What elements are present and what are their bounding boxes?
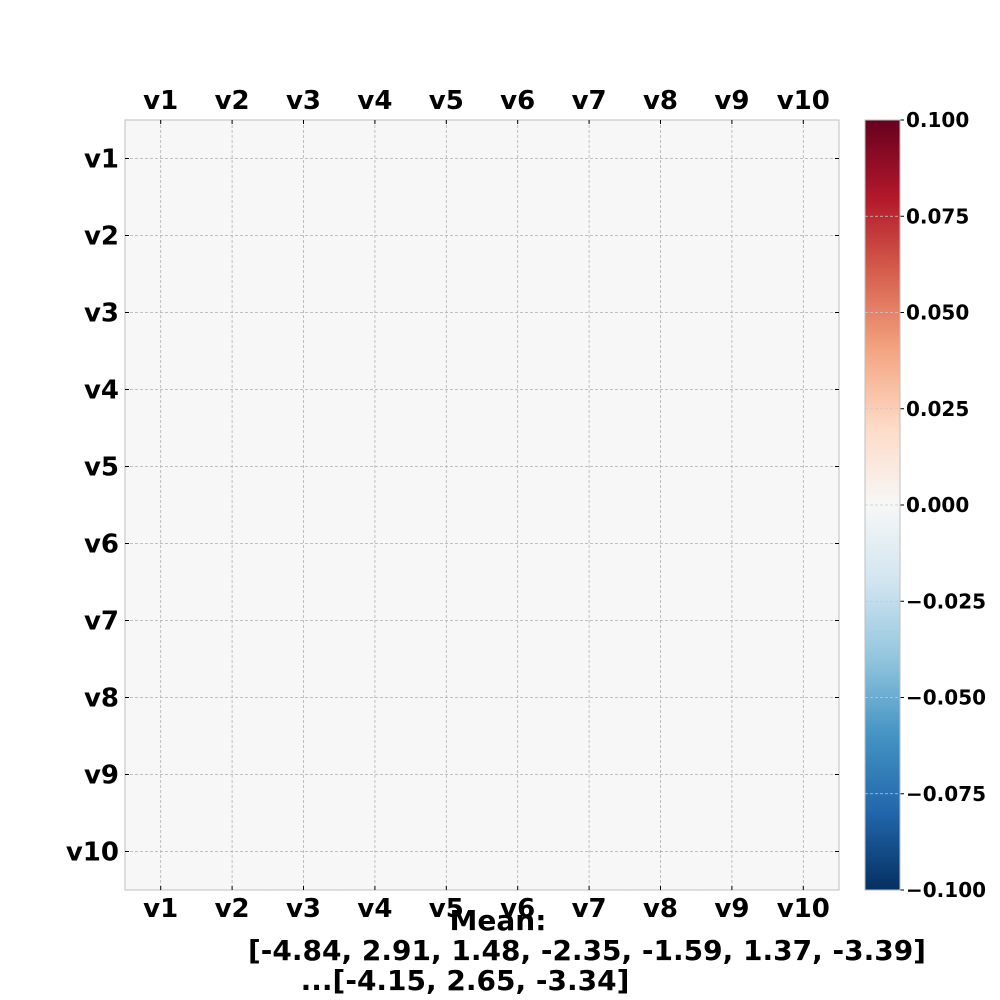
colorbar-tick-label: 0.050 bbox=[906, 301, 969, 325]
colorbar-tick-label: −0.075 bbox=[906, 782, 986, 806]
y-tick-labels: v1 v2 v3 v4 v5 v6 v7 v8 v9 v10 bbox=[66, 145, 119, 868]
x-tick-label-top: v7 bbox=[572, 86, 607, 116]
y-tick-label: v9 bbox=[84, 761, 119, 791]
x-tick-label-bottom: v4 bbox=[357, 894, 392, 924]
mean-caption-line: ...[-4.15, 2.65, -3.34] bbox=[301, 964, 630, 997]
x-tick-label-bottom: v2 bbox=[215, 894, 250, 924]
x-tick-label-top: v3 bbox=[286, 86, 321, 116]
x-tick-label-top: v9 bbox=[714, 86, 749, 116]
x-tick-label-bottom: v1 bbox=[143, 894, 178, 924]
x-tick-labels: v1 v1 v2 v2 v3 v3 v4 v4 v5 v5 v6 v6 v7 v7 v8 v8 v9 v9 v10 v… bbox=[143, 86, 830, 924]
colorbar-tick-label: 0.075 bbox=[906, 204, 969, 228]
colorbar: 0.100 0.075 0.050 0.025 0.000 −0.025 −0.050 −0.… bbox=[864, 108, 986, 902]
x-tick-label-top: v1 bbox=[143, 86, 178, 116]
tick-marks bbox=[125, 120, 839, 890]
colorbar-tick-label: −0.100 bbox=[906, 878, 986, 902]
grid-lines bbox=[125, 120, 839, 890]
mean-caption-line: Mean: bbox=[450, 904, 547, 937]
x-tick-label-top: v10 bbox=[777, 86, 830, 116]
colorbar-tick-label: 0.100 bbox=[906, 108, 969, 132]
x-tick-label-bottom: v6 bbox=[500, 894, 535, 924]
y-tick-label: v1 bbox=[84, 145, 119, 175]
y-tick-label: v4 bbox=[84, 376, 119, 406]
y-tick-label: v10 bbox=[66, 838, 119, 868]
plot-area: v1v1v2v2v3v3v4v4v5v5v6v6v7v7v8v8v9v9v10v… bbox=[66, 86, 840, 924]
mean-caption-line: [-4.84, 2.91, 1.48, -2.35, -1.59, 1.37, … bbox=[248, 934, 926, 967]
plot-frame bbox=[124, 119, 840, 891]
x-tick-label-bottom: v8 bbox=[643, 894, 678, 924]
x-tick-label-top: v2 bbox=[215, 86, 250, 116]
y-tick-label: v8 bbox=[84, 684, 119, 714]
x-tick-label-top: v6 bbox=[500, 86, 535, 116]
x-tick-label-bottom: v7 bbox=[572, 894, 607, 924]
colorbar-frame bbox=[864, 119, 901, 891]
colorbar-tick-label: 0.000 bbox=[906, 493, 969, 517]
x-tick-label-bottom: v9 bbox=[714, 894, 749, 924]
y-tick-label: v3 bbox=[84, 299, 119, 329]
colorbar-tick-label: 0.025 bbox=[906, 397, 969, 421]
x-tick-label-top: v4 bbox=[357, 86, 392, 116]
y-tick-label: v2 bbox=[84, 222, 119, 252]
colorbar-tick-label: −0.025 bbox=[906, 589, 986, 613]
x-tick-label-top: v5 bbox=[429, 86, 464, 116]
x-tick-label-bottom: v10 bbox=[777, 894, 830, 924]
x-tick-label-top: v8 bbox=[643, 86, 678, 116]
x-tick-label-bottom: v5 bbox=[429, 894, 464, 924]
y-tick-label: v6 bbox=[84, 530, 119, 560]
mean-caption: Mean:[-4.84, 2.91, 1.48, -2.35, -1.59, 1… bbox=[248, 904, 926, 997]
y-tick-label: v5 bbox=[84, 453, 119, 483]
colorbar-tick-label: −0.050 bbox=[906, 686, 986, 710]
x-tick-label-bottom: v3 bbox=[286, 894, 321, 924]
y-tick-label: v7 bbox=[84, 607, 119, 637]
